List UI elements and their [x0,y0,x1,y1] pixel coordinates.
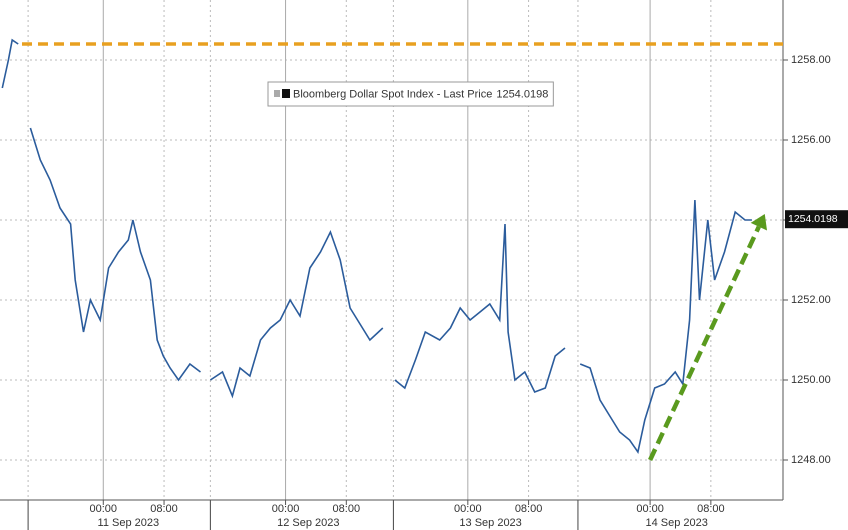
x-tick-label: 08:00 [150,503,178,515]
last-price-label: 1254.0198 [788,213,838,225]
legend-box [267,81,554,107]
legend-label: Bloomberg Dollar Spot Index - Last Price [293,88,492,100]
date-label: 11 Sep 2023 [98,517,160,529]
legend: Bloomberg Dollar Spot Index - Last Price… [267,81,554,107]
legend-value: 1254.0198 [496,88,548,100]
x-tick-label: 00:00 [636,503,664,515]
date-label: 14 Sep 2023 [645,517,707,529]
x-tick-label: 08:00 [697,503,725,515]
date-label: 12 Sep 2023 [277,517,339,529]
x-tick-label: 08:00 [333,503,361,515]
x-tick-label: 00:00 [90,503,118,515]
legend-swatch [274,90,280,97]
y-tick-label: 1248.00 [791,454,831,466]
x-tick-label: 00:00 [272,503,300,515]
trend-arrow [648,225,761,461]
y-tick-label: 1250.00 [791,374,831,386]
x-tick-label: 00:00 [454,503,482,515]
y-tick-label: 1256.00 [791,134,831,146]
last-price-badge [785,210,848,229]
price-line [1,38,752,454]
legend-swatch [282,89,290,98]
y-tick-label: 1258.00 [791,54,831,66]
x-tick-label: 08:00 [515,503,543,515]
date-label: 13 Sep 2023 [459,517,521,529]
trend-arrow-head [750,214,768,231]
y-tick-label: 1252.00 [791,294,831,306]
